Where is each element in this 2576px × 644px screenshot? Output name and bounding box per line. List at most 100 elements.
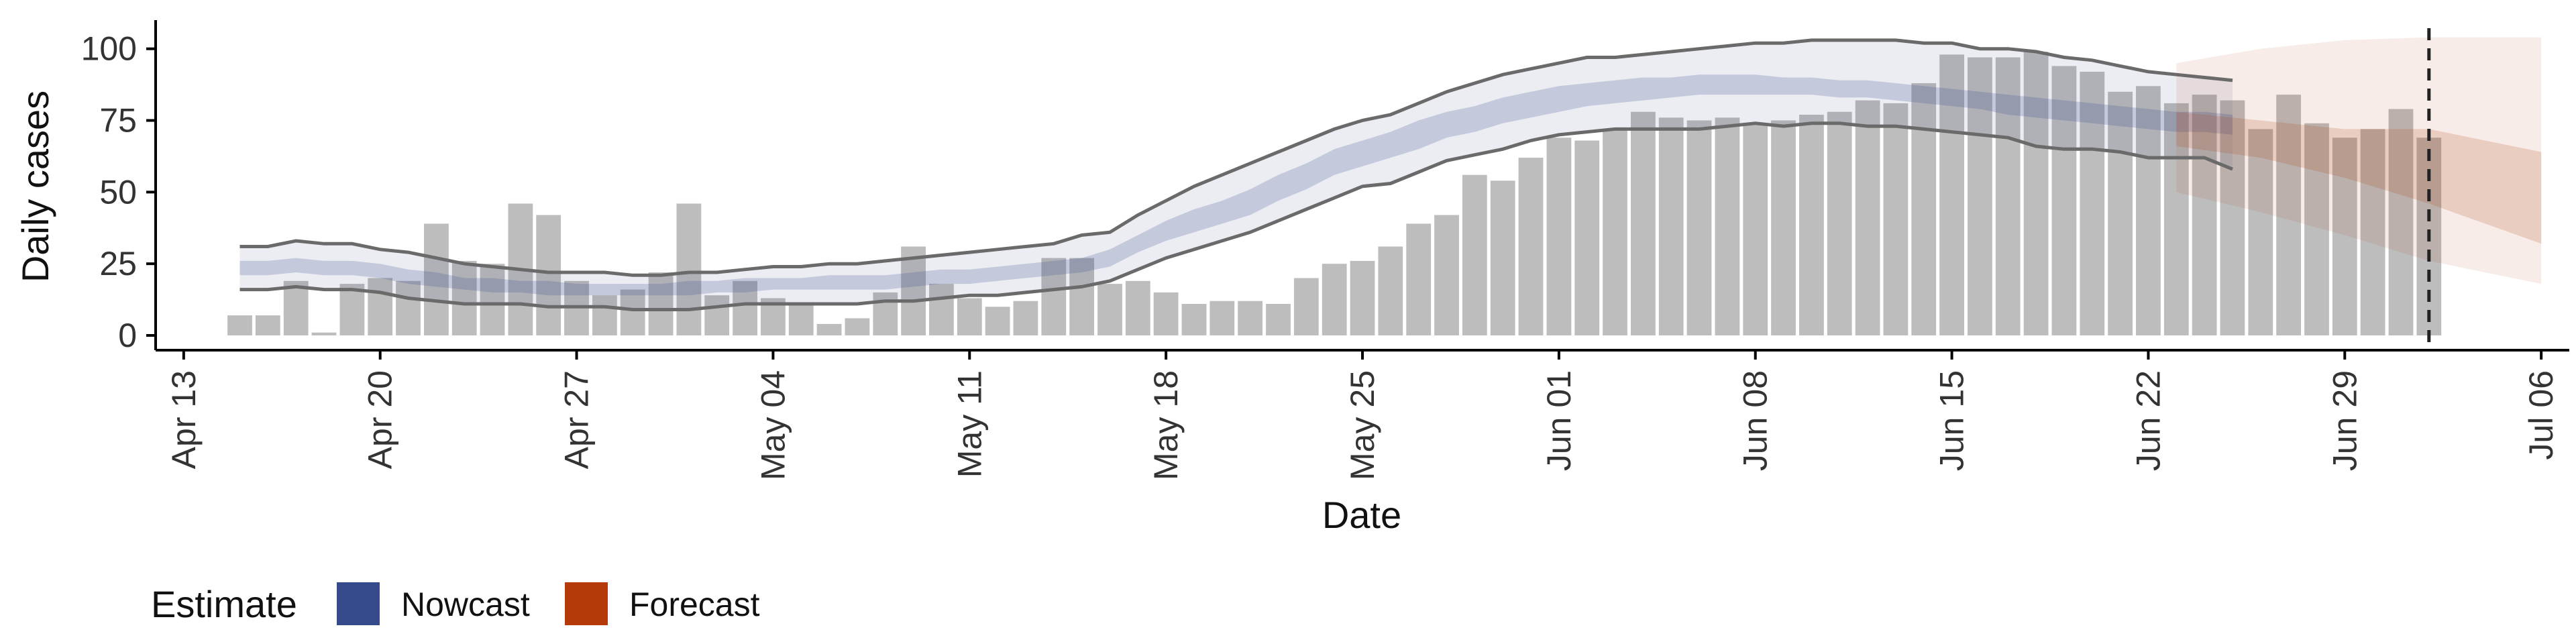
ticks-layer: 0 25 50 75 100 Apr 13 Apr 20 Apr 27 May 04 May 11… <box>81 30 2561 480</box>
case-bar <box>901 246 926 335</box>
x-tick-label: Jun 01 <box>1540 370 1578 471</box>
x-tick-label: May 04 <box>754 370 792 480</box>
case-bar <box>1715 117 1740 336</box>
case-bar <box>1771 120 1796 335</box>
legend-label-nowcast: Nowcast <box>401 586 530 623</box>
case-bar <box>368 278 393 335</box>
case-bar <box>283 280 309 335</box>
case-bar <box>1434 215 1459 335</box>
x-axis-title: Date <box>1322 494 1401 536</box>
case-bar <box>1546 138 1572 335</box>
case-bar <box>676 203 702 335</box>
case-bar <box>1406 223 1432 335</box>
x-tick-label: Jun 08 <box>1737 370 1774 471</box>
nowcast-upper-line <box>239 38 2233 277</box>
nowcast-band-50 <box>239 74 2233 296</box>
case-bar <box>1968 57 1992 335</box>
y-tick-label: 50 <box>99 173 137 211</box>
case-bar <box>788 304 814 335</box>
case-bar <box>704 295 730 335</box>
case-bar <box>845 318 870 335</box>
case-bar <box>255 315 280 335</box>
lines-layer <box>239 28 2431 350</box>
y-tick-label: 100 <box>81 30 137 68</box>
x-tick-label: May 25 <box>1344 370 1381 480</box>
case-bar <box>1603 129 1627 335</box>
y-tick-label: 75 <box>99 102 137 140</box>
case-bar <box>1013 301 1038 335</box>
case-bar <box>1574 140 1600 335</box>
x-tick-label: Apr 20 <box>362 370 399 469</box>
case-bar <box>2304 123 2329 336</box>
case-bar <box>1883 103 1909 335</box>
case-bar <box>2051 66 2077 336</box>
case-bar <box>1518 158 1544 335</box>
case-bar <box>1153 292 1179 335</box>
x-tick-label: Apr 27 <box>558 370 596 469</box>
bars-layer <box>227 52 2442 336</box>
case-bar <box>2220 100 2245 335</box>
case-bar <box>2248 129 2273 335</box>
case-bar <box>227 315 252 335</box>
case-bar <box>339 284 365 335</box>
case-bar <box>985 307 1010 335</box>
case-bar <box>2332 138 2357 335</box>
case-bar <box>1041 258 1067 335</box>
case-bar <box>1210 301 1235 335</box>
case-bar <box>536 215 561 335</box>
case-bar <box>592 295 617 335</box>
y-tick-label: 0 <box>118 317 137 354</box>
case-bar <box>1266 304 1291 335</box>
case-bar <box>1743 123 1768 336</box>
case-bar <box>2360 129 2385 335</box>
y-axis-title: Daily cases <box>14 91 56 282</box>
x-tick-label: Apr 13 <box>165 370 203 469</box>
case-bar <box>2080 71 2105 336</box>
y-tick-label: 25 <box>99 245 137 282</box>
case-bar <box>957 298 982 335</box>
case-bar <box>929 284 954 335</box>
case-bar <box>1462 174 1487 335</box>
case-bar <box>2276 95 2301 335</box>
case-bar <box>1827 111 1852 335</box>
case-bar <box>1181 304 1207 335</box>
x-tick-label: Jun 29 <box>2326 370 2363 471</box>
case-bar <box>1911 83 1937 335</box>
legend-swatch-forecast <box>565 582 608 625</box>
case-bar <box>1322 264 1347 335</box>
case-bar <box>396 280 421 335</box>
legend: Estimate Nowcast Forecast <box>151 582 760 625</box>
legend-title: Estimate <box>151 583 297 625</box>
case-bar <box>1350 260 1375 335</box>
x-tick-label: Jun 22 <box>2129 370 2167 471</box>
legend-swatch-nowcast <box>337 582 380 625</box>
case-bar <box>2136 86 2161 336</box>
case-bar <box>1125 280 1150 335</box>
x-tick-label: May 18 <box>1147 370 1185 480</box>
legend-label-forecast: Forecast <box>629 586 760 623</box>
case-bar <box>2163 103 2189 335</box>
case-bar <box>424 223 449 335</box>
case-bar <box>1069 258 1094 335</box>
x-tick-label: Jun 15 <box>1933 370 1971 471</box>
case-bar <box>1631 111 1656 335</box>
forecast-band-50 <box>2176 111 2542 244</box>
case-bar <box>1855 100 1880 335</box>
case-bar <box>480 264 505 335</box>
case-bar <box>1378 246 1403 335</box>
case-bar <box>1799 115 1824 335</box>
case-bar <box>2023 52 2049 335</box>
case-bar <box>620 289 645 335</box>
case-bar <box>733 280 757 335</box>
case-bar <box>1995 57 2021 335</box>
case-bar <box>816 323 842 335</box>
case-bar <box>451 260 477 335</box>
case-bar <box>1293 278 1319 335</box>
case-bar <box>1097 284 1122 335</box>
case-bar <box>1238 301 1263 335</box>
x-tick-label: Jul 06 <box>2522 370 2560 460</box>
case-bar <box>2108 91 2133 336</box>
forecast-band-90 <box>2176 37 2542 284</box>
case-bar <box>1939 54 1964 336</box>
